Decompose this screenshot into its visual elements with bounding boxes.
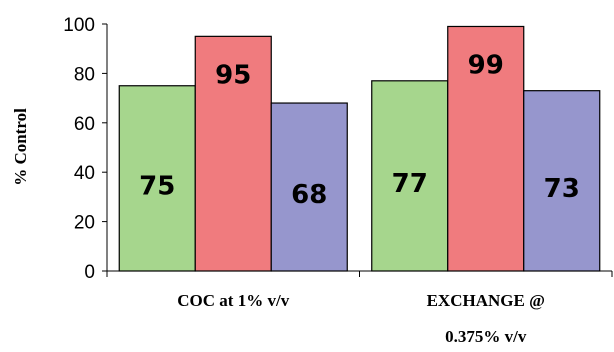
y-tick-label: 0 <box>84 262 95 283</box>
bar <box>118 85 196 272</box>
bar <box>523 90 601 272</box>
y-axis: 0 20 40 60 80 100 <box>63 15 108 283</box>
y-tick-label: 40 <box>74 163 95 184</box>
data-label: 99 <box>468 50 504 80</box>
y-tick-label: 20 <box>74 213 95 234</box>
bar <box>270 102 348 272</box>
data-label: 68 <box>291 180 327 210</box>
bar <box>447 25 525 272</box>
x-category-label: COC at 1% v/v <box>177 291 289 310</box>
data-label: 77 <box>392 169 428 199</box>
y-tick-label: 80 <box>74 64 95 85</box>
y-tick-label: 60 <box>74 114 95 135</box>
bar <box>194 35 272 272</box>
y-tick-label: 100 <box>63 15 95 36</box>
data-labels: 75 95 68 77 99 73 <box>139 50 580 210</box>
x-axis: COC at 1% v/v EXCHANGE @ 0.375% v/v <box>106 270 613 346</box>
bars <box>118 25 601 272</box>
data-label: 75 <box>139 171 175 201</box>
y-axis-label: % Control <box>11 108 30 186</box>
data-label: 95 <box>215 60 251 90</box>
x-category-label: EXCHANGE @ <box>427 291 545 310</box>
x-category-label: 0.375% v/v <box>445 327 527 346</box>
data-label: 73 <box>544 174 580 204</box>
bar <box>371 80 449 272</box>
